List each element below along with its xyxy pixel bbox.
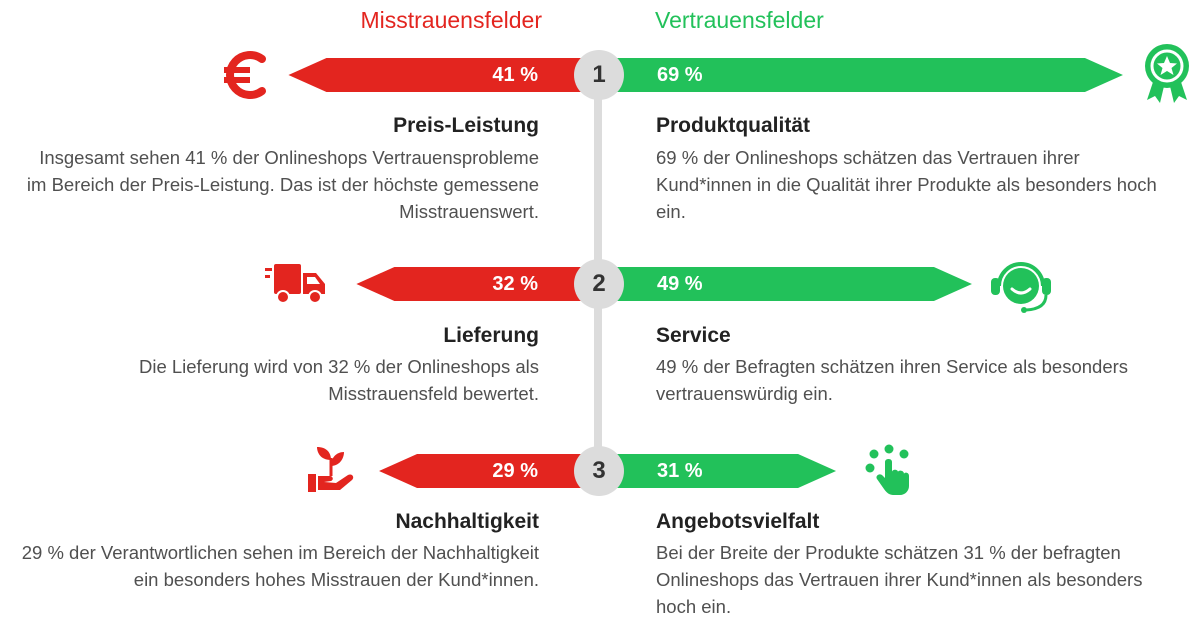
bar-distrust-2 xyxy=(356,267,598,301)
title-nachhaltigkeit: Nachhaltigkeit xyxy=(395,510,539,533)
desc-lieferung: Die Lieferung wird von 32 % der Onlinesh… xyxy=(138,356,539,404)
plant-in-hand-icon xyxy=(308,447,354,492)
desc-produktqualitaet: 69 % der Onlineshops schätzen das Vertra… xyxy=(656,147,1157,222)
bar-label-trust-2: 49 % xyxy=(657,273,703,295)
bar-trust-1 xyxy=(602,58,1123,92)
rank-badge-2: 2 xyxy=(574,259,624,309)
title-lieferung: Lieferung xyxy=(443,324,539,347)
bar-label-distrust-1: 41 % xyxy=(492,64,538,86)
headset-icon xyxy=(991,262,1051,313)
euro-icon xyxy=(224,51,266,99)
award-ribbon-icon xyxy=(1145,44,1189,103)
bar-label-distrust-2: 32 % xyxy=(492,273,538,295)
rank-badge-1: 1 xyxy=(574,50,624,100)
title-angebotsvielfalt: Angebotsvielfalt xyxy=(656,510,820,533)
bar-label-distrust-3: 29 % xyxy=(492,460,538,482)
title-produktqualitaet: Produktqualität xyxy=(656,114,811,137)
delivery-truck-icon xyxy=(265,264,325,304)
bar-label-trust-3: 31 % xyxy=(657,460,703,482)
trust-header: Vertrauensfelder xyxy=(655,7,824,33)
bar-distrust-3 xyxy=(379,454,598,488)
title-service: Service xyxy=(656,324,731,347)
desc-preis-leistung: Insgesamt sehen 41 % der Onlineshops Ver… xyxy=(26,147,539,222)
bar-trust-2 xyxy=(602,267,972,301)
distrust-header: Misstrauensfelder xyxy=(360,7,542,33)
bar-label-trust-1: 69 % xyxy=(657,64,703,86)
bar-trust-3 xyxy=(602,454,837,488)
desc-service: 49 % der Befragten schätzen ihren Servic… xyxy=(656,356,1129,404)
rank-badge-3: 3 xyxy=(574,446,624,496)
bar-distrust-1 xyxy=(288,58,598,92)
hand-selection-icon xyxy=(865,444,909,495)
desc-nachhaltigkeit: 29 % der Verantwortlichen sehen im Berei… xyxy=(21,542,539,590)
title-preis-leistung: Preis-Leistung xyxy=(393,114,539,137)
desc-angebotsvielfalt: Bei der Breite der Produkte schätzen 31 … xyxy=(656,542,1143,617)
